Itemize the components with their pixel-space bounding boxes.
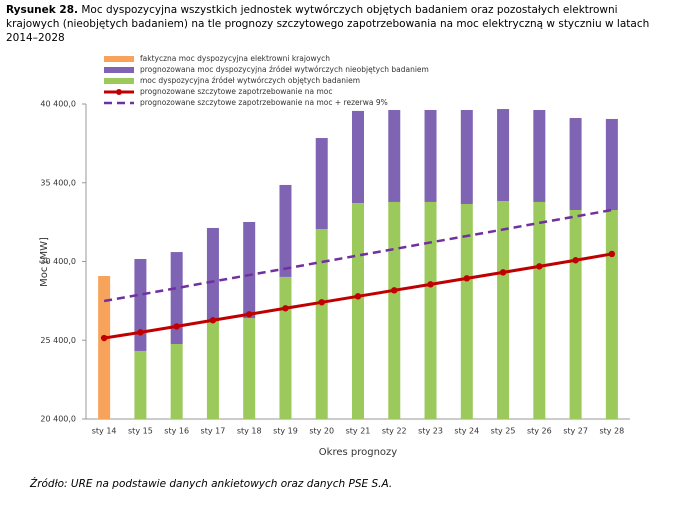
bar bbox=[206, 321, 219, 419]
x-tick-label: sty 28 bbox=[599, 427, 624, 436]
x-axis-label: Okres prognozy bbox=[319, 447, 398, 458]
legend-swatch bbox=[104, 78, 134, 84]
bar-segment bbox=[134, 258, 147, 351]
bar-segment bbox=[497, 109, 510, 202]
bar bbox=[497, 201, 510, 419]
line-marker bbox=[391, 287, 398, 294]
legend-label: prognozowane szczytowe zapotrzebowanie n… bbox=[140, 98, 388, 107]
bar bbox=[569, 209, 582, 419]
line-marker bbox=[572, 257, 579, 264]
bar-segment bbox=[388, 109, 401, 202]
source: Źródło: URE na podstawie danych ankietow… bbox=[30, 478, 393, 490]
line-marker bbox=[499, 269, 507, 276]
y-tick-label: 25 400,0 bbox=[40, 336, 76, 345]
line-marker bbox=[536, 263, 543, 270]
x-tick-label: sty 24 bbox=[454, 427, 479, 436]
bar-segment bbox=[243, 221, 256, 319]
dashed-line bbox=[103, 208, 613, 303]
x-tick-label: sty 17 bbox=[201, 427, 226, 436]
line-marker bbox=[318, 299, 325, 306]
bar-segment bbox=[533, 109, 546, 202]
y-axis-label: Moc [MW] bbox=[39, 237, 50, 287]
x-tick-label: sty 27 bbox=[563, 427, 588, 436]
figure-label: Rysunek 28. bbox=[6, 4, 79, 16]
bar bbox=[388, 201, 401, 419]
line-marker bbox=[100, 334, 108, 342]
y-tick-label: 35 400,0 bbox=[40, 178, 76, 187]
legend-label: moc dyspozycyjna źródeł wytwórczych obję… bbox=[140, 76, 360, 85]
bar bbox=[533, 201, 546, 419]
bar bbox=[243, 318, 256, 419]
x-tick-label: sty 16 bbox=[164, 427, 189, 436]
title: Rysunek 28. Moc dyspozycyjna wszystkich … bbox=[6, 3, 666, 45]
line-marker bbox=[463, 275, 470, 282]
line-marker bbox=[173, 323, 180, 330]
bar bbox=[98, 275, 111, 419]
line-marker bbox=[282, 305, 289, 312]
x-tick-label: sty 19 bbox=[273, 427, 298, 436]
x-tick-label: sty 21 bbox=[346, 427, 371, 436]
bar bbox=[605, 209, 618, 419]
bar-segment bbox=[460, 109, 473, 205]
bar bbox=[315, 229, 328, 419]
y-tick-label: 40 400,0 bbox=[40, 100, 76, 109]
x-tick-label: sty 20 bbox=[309, 427, 334, 436]
line-marker bbox=[427, 281, 434, 288]
bar-segment bbox=[315, 138, 328, 230]
y-tick-label: 20 400,0 bbox=[40, 415, 76, 424]
legend-label: faktyczna moc dyspozycyjna elektrowni kr… bbox=[140, 54, 330, 63]
x-tick-label: sty 15 bbox=[128, 427, 153, 436]
bar-segment bbox=[206, 227, 219, 322]
bar-segment bbox=[170, 252, 183, 345]
bar-segment bbox=[424, 109, 437, 202]
legend-swatch bbox=[104, 56, 134, 62]
x-tick-label: sty 22 bbox=[382, 427, 407, 436]
line-marker bbox=[608, 250, 616, 258]
x-tick-label: sty 26 bbox=[527, 427, 552, 436]
bar bbox=[279, 276, 292, 419]
line-marker bbox=[354, 293, 362, 300]
legend-marker bbox=[116, 89, 122, 95]
line-marker bbox=[246, 311, 253, 318]
x-tick-label: sty 18 bbox=[237, 427, 262, 436]
bar-segment bbox=[569, 118, 582, 210]
x-tick-label: sty 25 bbox=[491, 427, 516, 436]
legend-label: prognozowane szczytowe zapotrzebowanie n… bbox=[140, 87, 333, 96]
bar-segment bbox=[605, 118, 618, 210]
y-tick-label: 30 400,0 bbox=[40, 257, 76, 266]
bar bbox=[134, 350, 147, 419]
title-text: Moc dyspozycyjna wszystkich jednostek wy… bbox=[6, 4, 650, 44]
bar-segment bbox=[352, 110, 364, 204]
legend-label: prognozowana moc dyspozycyjna źródeł wyt… bbox=[140, 65, 429, 74]
bar-segment bbox=[279, 184, 292, 277]
bar bbox=[170, 344, 183, 419]
x-tick-label: sty 23 bbox=[418, 427, 443, 436]
line-marker bbox=[137, 329, 144, 336]
bar bbox=[424, 201, 437, 419]
x-tick-label: sty 14 bbox=[92, 427, 117, 436]
legend-swatch bbox=[104, 67, 134, 73]
bar bbox=[460, 204, 473, 419]
line-marker bbox=[209, 317, 217, 324]
bar bbox=[352, 203, 364, 419]
